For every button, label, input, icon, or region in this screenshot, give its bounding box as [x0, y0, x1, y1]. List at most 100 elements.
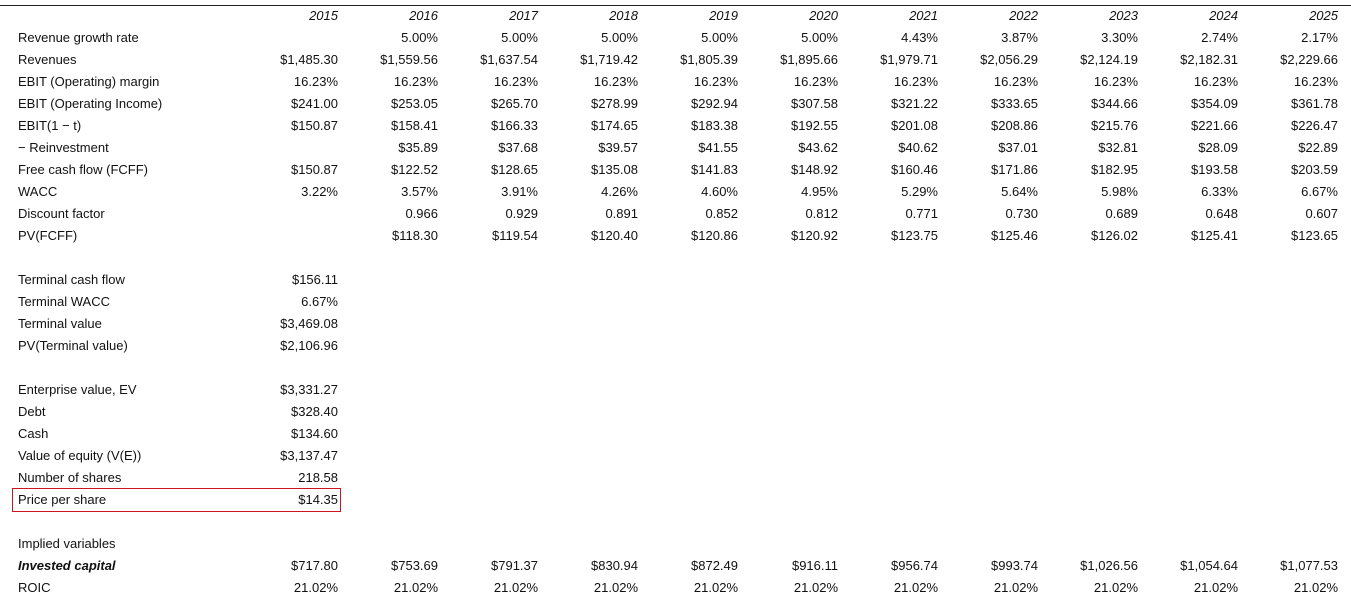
cell: 5.00%	[601, 30, 638, 45]
cell: $361.78	[1291, 96, 1338, 111]
cell: $192.55	[791, 118, 838, 133]
cell: $215.76	[1091, 118, 1138, 133]
cell: 16.23%	[693, 74, 738, 89]
cell: $333.65	[991, 96, 1038, 111]
cell: $1,637.54	[480, 52, 538, 67]
row-label: PV(FCFF)	[18, 228, 78, 243]
cell: 16.23%	[1193, 74, 1238, 89]
cell: 21.02%	[593, 580, 638, 595]
cell: 21.02%	[1093, 580, 1138, 595]
cell: $125.46	[991, 228, 1038, 243]
cell: 16.23%	[893, 74, 938, 89]
cell: $183.38	[691, 118, 738, 133]
cell: 21.02%	[1293, 580, 1338, 595]
cell: 2.17%	[1301, 30, 1338, 45]
cell: 3.57%	[401, 184, 438, 199]
cell: $717.80	[291, 558, 338, 573]
row-label: Terminal cash flow	[18, 272, 125, 287]
row-label: ROIC	[18, 580, 51, 595]
cell: $956.74	[891, 558, 938, 573]
row-label: Number of shares	[18, 470, 122, 485]
cell: 0.730	[1005, 206, 1038, 221]
cell: $916.11	[791, 558, 838, 573]
cell: $134.60	[291, 426, 338, 441]
cell: $119.54	[491, 228, 538, 243]
cell: 3.22%	[301, 184, 338, 199]
cell: $14.35	[298, 492, 338, 507]
row-label: Price per share	[18, 492, 107, 507]
cell: $2,106.96	[280, 338, 338, 353]
cell: 16.23%	[593, 74, 638, 89]
cell: 21.02%	[793, 580, 838, 595]
column-header: 2020	[809, 8, 838, 23]
cell: 21.02%	[993, 580, 1038, 595]
cell: 5.00%	[701, 30, 738, 45]
row-label: EBIT(1 − t)	[18, 118, 82, 133]
cell: 2.74%	[1201, 30, 1238, 45]
cell: $1,719.42	[580, 52, 638, 67]
column-header: 2018	[609, 8, 638, 23]
row-label: Value of equity (V(E))	[18, 448, 142, 463]
cell: 16.23%	[1093, 74, 1138, 89]
cell: $307.58	[791, 96, 838, 111]
cell: 5.00%	[501, 30, 538, 45]
cell: $872.49	[691, 558, 738, 573]
cell: $1,805.39	[680, 52, 738, 67]
cell: 5.98%	[1101, 184, 1138, 199]
row-label: Revenues	[18, 52, 77, 67]
cell: $1,559.56	[380, 52, 438, 67]
cell: 0.891	[605, 206, 638, 221]
cell: $141.83	[691, 162, 738, 177]
cell: $292.94	[691, 96, 738, 111]
cell: 4.43%	[901, 30, 938, 45]
cell: $354.09	[1191, 96, 1238, 111]
cell: $37.01	[998, 140, 1038, 155]
cell: 0.929	[505, 206, 538, 221]
cell: $118.30	[391, 228, 438, 243]
cell: $120.92	[791, 228, 838, 243]
cell: $123.75	[891, 228, 938, 243]
cell: $328.40	[291, 404, 338, 419]
cell: $150.87	[291, 118, 338, 133]
cell: 218.58	[298, 470, 338, 485]
cell: $122.52	[391, 162, 438, 177]
cell: $128.65	[491, 162, 538, 177]
cell: 21.02%	[493, 580, 538, 595]
cell: 6.67%	[301, 294, 338, 309]
cell: 0.607	[1305, 206, 1338, 221]
row-label: Debt	[18, 404, 46, 419]
cell: 16.23%	[793, 74, 838, 89]
cell: $3,331.27	[280, 382, 338, 397]
cell: $201.08	[891, 118, 938, 133]
cell: 3.87%	[1001, 30, 1038, 45]
cell: $2,124.19	[1080, 52, 1138, 67]
cell: $1,979.71	[880, 52, 938, 67]
cell: 21.02%	[893, 580, 938, 595]
cell: 16.23%	[293, 74, 338, 89]
cell: $203.59	[1291, 162, 1338, 177]
row-label: Implied variables	[18, 536, 116, 551]
cell: $2,182.31	[1180, 52, 1238, 67]
row-label: − Reinvestment	[18, 140, 109, 155]
cell: $125.41	[1191, 228, 1238, 243]
cell: $253.05	[391, 96, 438, 111]
cell: $1,077.53	[1280, 558, 1338, 573]
column-header: 2015	[309, 8, 338, 23]
row-label: Revenue growth rate	[18, 30, 139, 45]
cell: $278.99	[591, 96, 638, 111]
cell: 16.23%	[493, 74, 538, 89]
cell: 4.26%	[601, 184, 638, 199]
cell: 5.29%	[901, 184, 938, 199]
column-header: 2024	[1209, 8, 1238, 23]
cell: $1,054.64	[1180, 558, 1238, 573]
cell: $160.46	[891, 162, 938, 177]
cell: $37.68	[498, 140, 538, 155]
cell: $126.02	[1091, 228, 1138, 243]
cell: $2,229.66	[1280, 52, 1338, 67]
cell: $120.40	[591, 228, 638, 243]
cell: $150.87	[291, 162, 338, 177]
column-header: 2017	[509, 8, 538, 23]
cell: $166.33	[491, 118, 538, 133]
cell: $171.86	[991, 162, 1038, 177]
cell: 21.02%	[293, 580, 338, 595]
